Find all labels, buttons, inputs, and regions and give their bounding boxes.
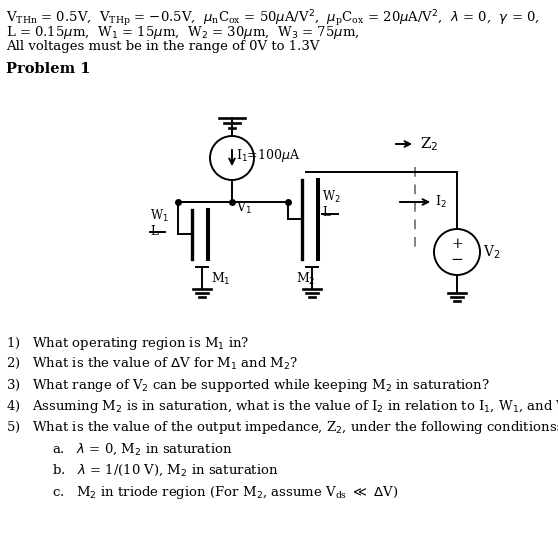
Text: a.   $\lambda$ = 0, M$_2$ in saturation: a. $\lambda$ = 0, M$_2$ in saturation	[52, 442, 233, 458]
Text: +: +	[451, 237, 463, 251]
Text: V$_2$: V$_2$	[483, 244, 501, 261]
Text: W$_1$: W$_1$	[150, 208, 169, 224]
Text: L: L	[322, 206, 330, 219]
Text: 4)   Assuming M$_2$ is in saturation, what is the value of I$_2$ in relation to : 4) Assuming M$_2$ is in saturation, what…	[6, 398, 558, 415]
Text: b.   $\lambda$ = 1/(10 V), M$_2$ in saturation: b. $\lambda$ = 1/(10 V), M$_2$ in satura…	[52, 463, 278, 479]
Text: M$_1$: M$_1$	[211, 271, 230, 287]
Text: I$_1$=100$\mu$A: I$_1$=100$\mu$A	[236, 146, 300, 163]
Text: 2)   What is the value of $\Delta$V for M$_1$ and M$_2$?: 2) What is the value of $\Delta$V for M$…	[6, 356, 299, 371]
Text: −: −	[451, 252, 463, 267]
Text: c.   M$_2$ in triode region (For M$_2$, assume V$_{\mathregular{ds}}$ $\ll$ $\De: c. M$_2$ in triode region (For M$_2$, as…	[52, 484, 398, 501]
Text: L: L	[150, 225, 158, 238]
Text: Z$_2$: Z$_2$	[420, 135, 439, 153]
Text: 1)   What operating region is M$_1$ in?: 1) What operating region is M$_1$ in?	[6, 335, 249, 352]
Text: W$_2$: W$_2$	[322, 189, 340, 205]
Text: All voltages must be in the range of 0V to 1.3V: All voltages must be in the range of 0V …	[6, 40, 320, 53]
Text: L = 0.15$\mu$m,  W$_1$ = 15$\mu$m,  W$_2$ = 30$\mu$m,  W$_3$ = 75$\mu$m,: L = 0.15$\mu$m, W$_1$ = 15$\mu$m, W$_2$ …	[6, 24, 360, 41]
Text: 3)   What range of V$_2$ can be supported while keeping M$_2$ in saturation?: 3) What range of V$_2$ can be supported …	[6, 377, 490, 394]
Text: Problem 1: Problem 1	[6, 62, 90, 76]
Text: 5)   What is the value of the output impedance, Z$_2$, under the following condi: 5) What is the value of the output imped…	[6, 419, 558, 436]
Text: I$_2$: I$_2$	[435, 194, 446, 210]
Text: V$_{\mathregular{THn}}$ = 0.5V,  V$_{\mathregular{THp}}$ = $-$0.5V,  $\mu_\mathr: V$_{\mathregular{THn}}$ = 0.5V, V$_{\mat…	[6, 8, 540, 28]
Text: V$_1$: V$_1$	[236, 200, 252, 216]
Text: M$_2$: M$_2$	[296, 271, 315, 287]
